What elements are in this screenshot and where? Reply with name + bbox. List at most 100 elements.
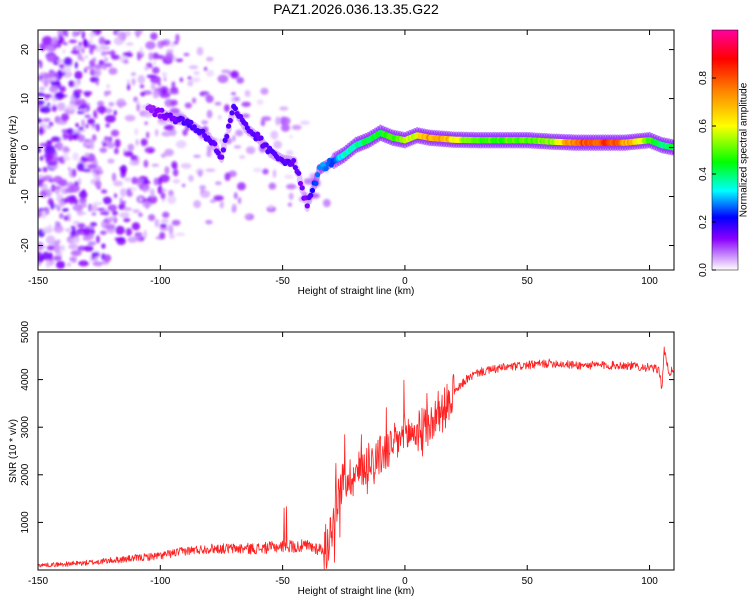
noise-blob [135, 139, 139, 146]
noise-blob [47, 198, 54, 206]
noise-blob [45, 261, 50, 269]
noise-blob [81, 189, 86, 195]
ridge-point [243, 121, 249, 127]
noise-blob [262, 168, 269, 175]
noise-blob [224, 172, 231, 181]
noise-blob [77, 177, 82, 186]
noise-blob [115, 225, 125, 235]
colorbar-tick-label: 0.0 [698, 263, 709, 277]
noise-blob [43, 79, 49, 88]
noise-blob [143, 185, 147, 193]
noise-blob [139, 20, 142, 28]
noise-blob [204, 67, 208, 72]
noise-blob [42, 118, 51, 122]
noise-blob [61, 188, 65, 193]
noise-blob [147, 214, 156, 222]
noise-blob [100, 189, 108, 194]
noise-blob [45, 46, 55, 51]
noise-blob [72, 204, 84, 212]
y-tick-label: 0 [20, 144, 31, 150]
y-tick-label: 1000 [20, 511, 31, 534]
noise-blob [96, 207, 106, 212]
noise-blob [147, 195, 158, 204]
noise-blob [100, 50, 107, 57]
noise-blob [107, 158, 115, 164]
noise-blob [106, 84, 110, 89]
noise-blob [39, 155, 44, 161]
noise-blob [62, 48, 66, 54]
noise-blob [105, 123, 110, 128]
noise-blob [182, 129, 188, 137]
noise-blob [245, 146, 256, 155]
noise-blob [125, 42, 134, 46]
noise-blob [221, 69, 230, 74]
noise-blob [124, 177, 132, 182]
ridge-point [219, 154, 225, 160]
noise-blob [289, 134, 293, 139]
noise-blob [205, 56, 214, 62]
noise-blob [135, 22, 142, 28]
noise-blob [268, 182, 277, 190]
noise-blob [41, 210, 47, 219]
noise-blob [275, 116, 281, 126]
ridge-point [159, 107, 165, 113]
noise-blob [84, 66, 94, 70]
noise-blob [38, 209, 43, 218]
noise-blob [227, 69, 232, 76]
noise-blob [125, 11, 131, 15]
noise-blob [187, 76, 192, 80]
noise-blob [60, 245, 65, 252]
noise-blob [299, 120, 310, 125]
noise-blob [175, 58, 184, 62]
noise-blob [237, 182, 246, 191]
noise-blob [187, 80, 194, 87]
noise-blob [160, 40, 167, 46]
noise-blob [151, 163, 160, 167]
x-tick-label: -50 [275, 576, 290, 587]
noise-blob [108, 136, 112, 143]
noise-blob [88, 44, 97, 51]
colorbar-tick-label: 0.6 [698, 119, 709, 133]
noise-blob [95, 123, 100, 132]
noise-blob [196, 46, 204, 56]
noise-blob [38, 100, 45, 105]
noise-blob [280, 116, 287, 124]
spectrogram-ridge-layer [145, 102, 674, 213]
ridge-point [308, 192, 314, 198]
noise-blob [140, 138, 148, 147]
noise-blob [171, 81, 176, 89]
x-tick-label: -150 [28, 576, 48, 587]
noise-blob [160, 218, 169, 224]
ridge-point [229, 110, 235, 116]
noise-blob [78, 197, 87, 204]
noise-blob [70, 50, 79, 54]
noise-blob [181, 183, 186, 188]
noise-blob [80, 56, 85, 62]
noise-blob [65, 196, 76, 204]
spectrogram-border [37, 29, 675, 271]
noise-blob [76, 211, 87, 216]
noise-blob [143, 159, 149, 168]
noise-blob [152, 90, 159, 99]
noise-blob [166, 49, 174, 54]
noise-blob [150, 188, 155, 198]
noise-blob [191, 77, 201, 83]
snr-border [37, 331, 675, 571]
noise-blob [103, 254, 112, 262]
noise-blob [157, 82, 162, 87]
noise-blob [168, 226, 174, 235]
noise-blob [219, 200, 225, 209]
noise-blob [68, 184, 80, 193]
noise-blob [45, 151, 54, 161]
noise-blob [144, 66, 149, 71]
noise-blob [167, 195, 177, 205]
noise-blob [84, 152, 90, 158]
noise-blob [46, 54, 56, 63]
noise-blob [98, 59, 105, 66]
noise-blob [137, 233, 141, 242]
colorbar: 0.0 0.2 0.4 0.6 0.8 Normalized spectral ampl… [698, 29, 750, 277]
noise-blob [76, 222, 86, 229]
noise-blob [101, 243, 106, 249]
noise-blob [279, 106, 289, 111]
noise-blob [111, 4, 116, 9]
